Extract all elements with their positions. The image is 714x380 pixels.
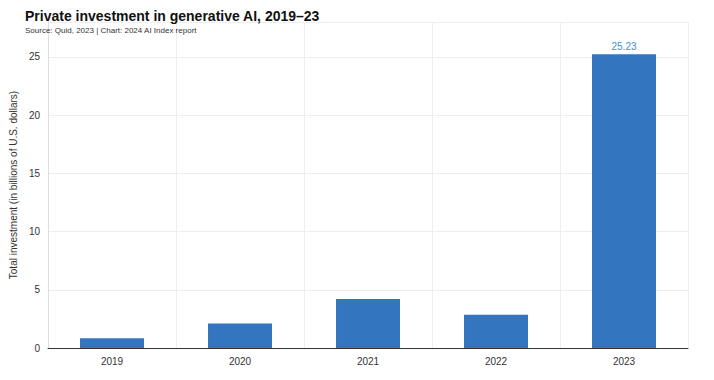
svg-text:Total investment (in billions: Total investment (in billions of U.S. do…	[8, 91, 19, 279]
svg-text:2020: 2020	[229, 356, 252, 367]
svg-text:25.23: 25.23	[611, 41, 636, 52]
svg-text:10: 10	[29, 226, 41, 237]
svg-text:20: 20	[29, 110, 41, 121]
svg-text:2022: 2022	[485, 356, 508, 367]
svg-text:0: 0	[34, 343, 40, 354]
svg-text:25: 25	[29, 51, 41, 62]
svg-text:2023: 2023	[613, 356, 636, 367]
svg-text:2021: 2021	[357, 356, 380, 367]
svg-text:15: 15	[29, 168, 41, 179]
svg-text:Private investment in generati: Private investment in generative AI, 201…	[25, 8, 320, 24]
svg-text:5: 5	[34, 284, 40, 295]
svg-text:Source: Quid, 2023 | Chart: 20: Source: Quid, 2023 | Chart: 2024 AI Inde…	[25, 26, 197, 35]
svg-text:2019: 2019	[101, 356, 124, 367]
